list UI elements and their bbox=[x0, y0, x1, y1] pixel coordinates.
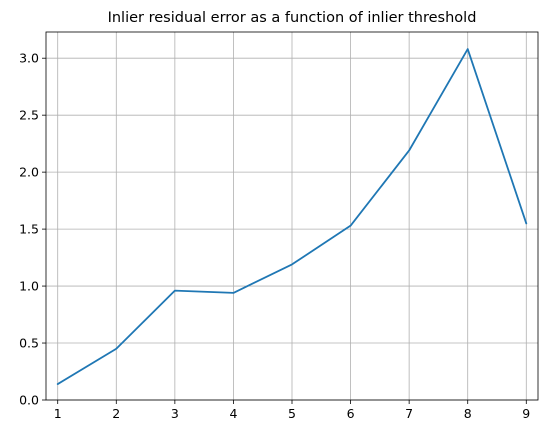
x-tick-label: 5 bbox=[288, 406, 296, 421]
x-tick-label: 1 bbox=[54, 406, 62, 421]
y-tick-label: 2.5 bbox=[19, 108, 39, 123]
x-tick-label: 6 bbox=[347, 406, 355, 421]
x-tick-label: 4 bbox=[229, 406, 237, 421]
y-tick-label: 2.0 bbox=[19, 165, 39, 180]
y-tick-label: 3.0 bbox=[19, 51, 39, 66]
y-tick-label: 0.5 bbox=[19, 336, 39, 351]
x-tick-label: 3 bbox=[171, 406, 179, 421]
x-tick-label: 8 bbox=[464, 406, 472, 421]
x-tick-label: 9 bbox=[522, 406, 530, 421]
y-tick-label: 1.5 bbox=[19, 222, 39, 237]
x-tick-label: 7 bbox=[405, 406, 413, 421]
y-tick-label: 1.0 bbox=[19, 279, 39, 294]
y-tick-label: 0.0 bbox=[19, 393, 39, 408]
chart-title: Inlier residual error as a function of i… bbox=[108, 10, 477, 26]
x-tick-label: 2 bbox=[112, 406, 120, 421]
